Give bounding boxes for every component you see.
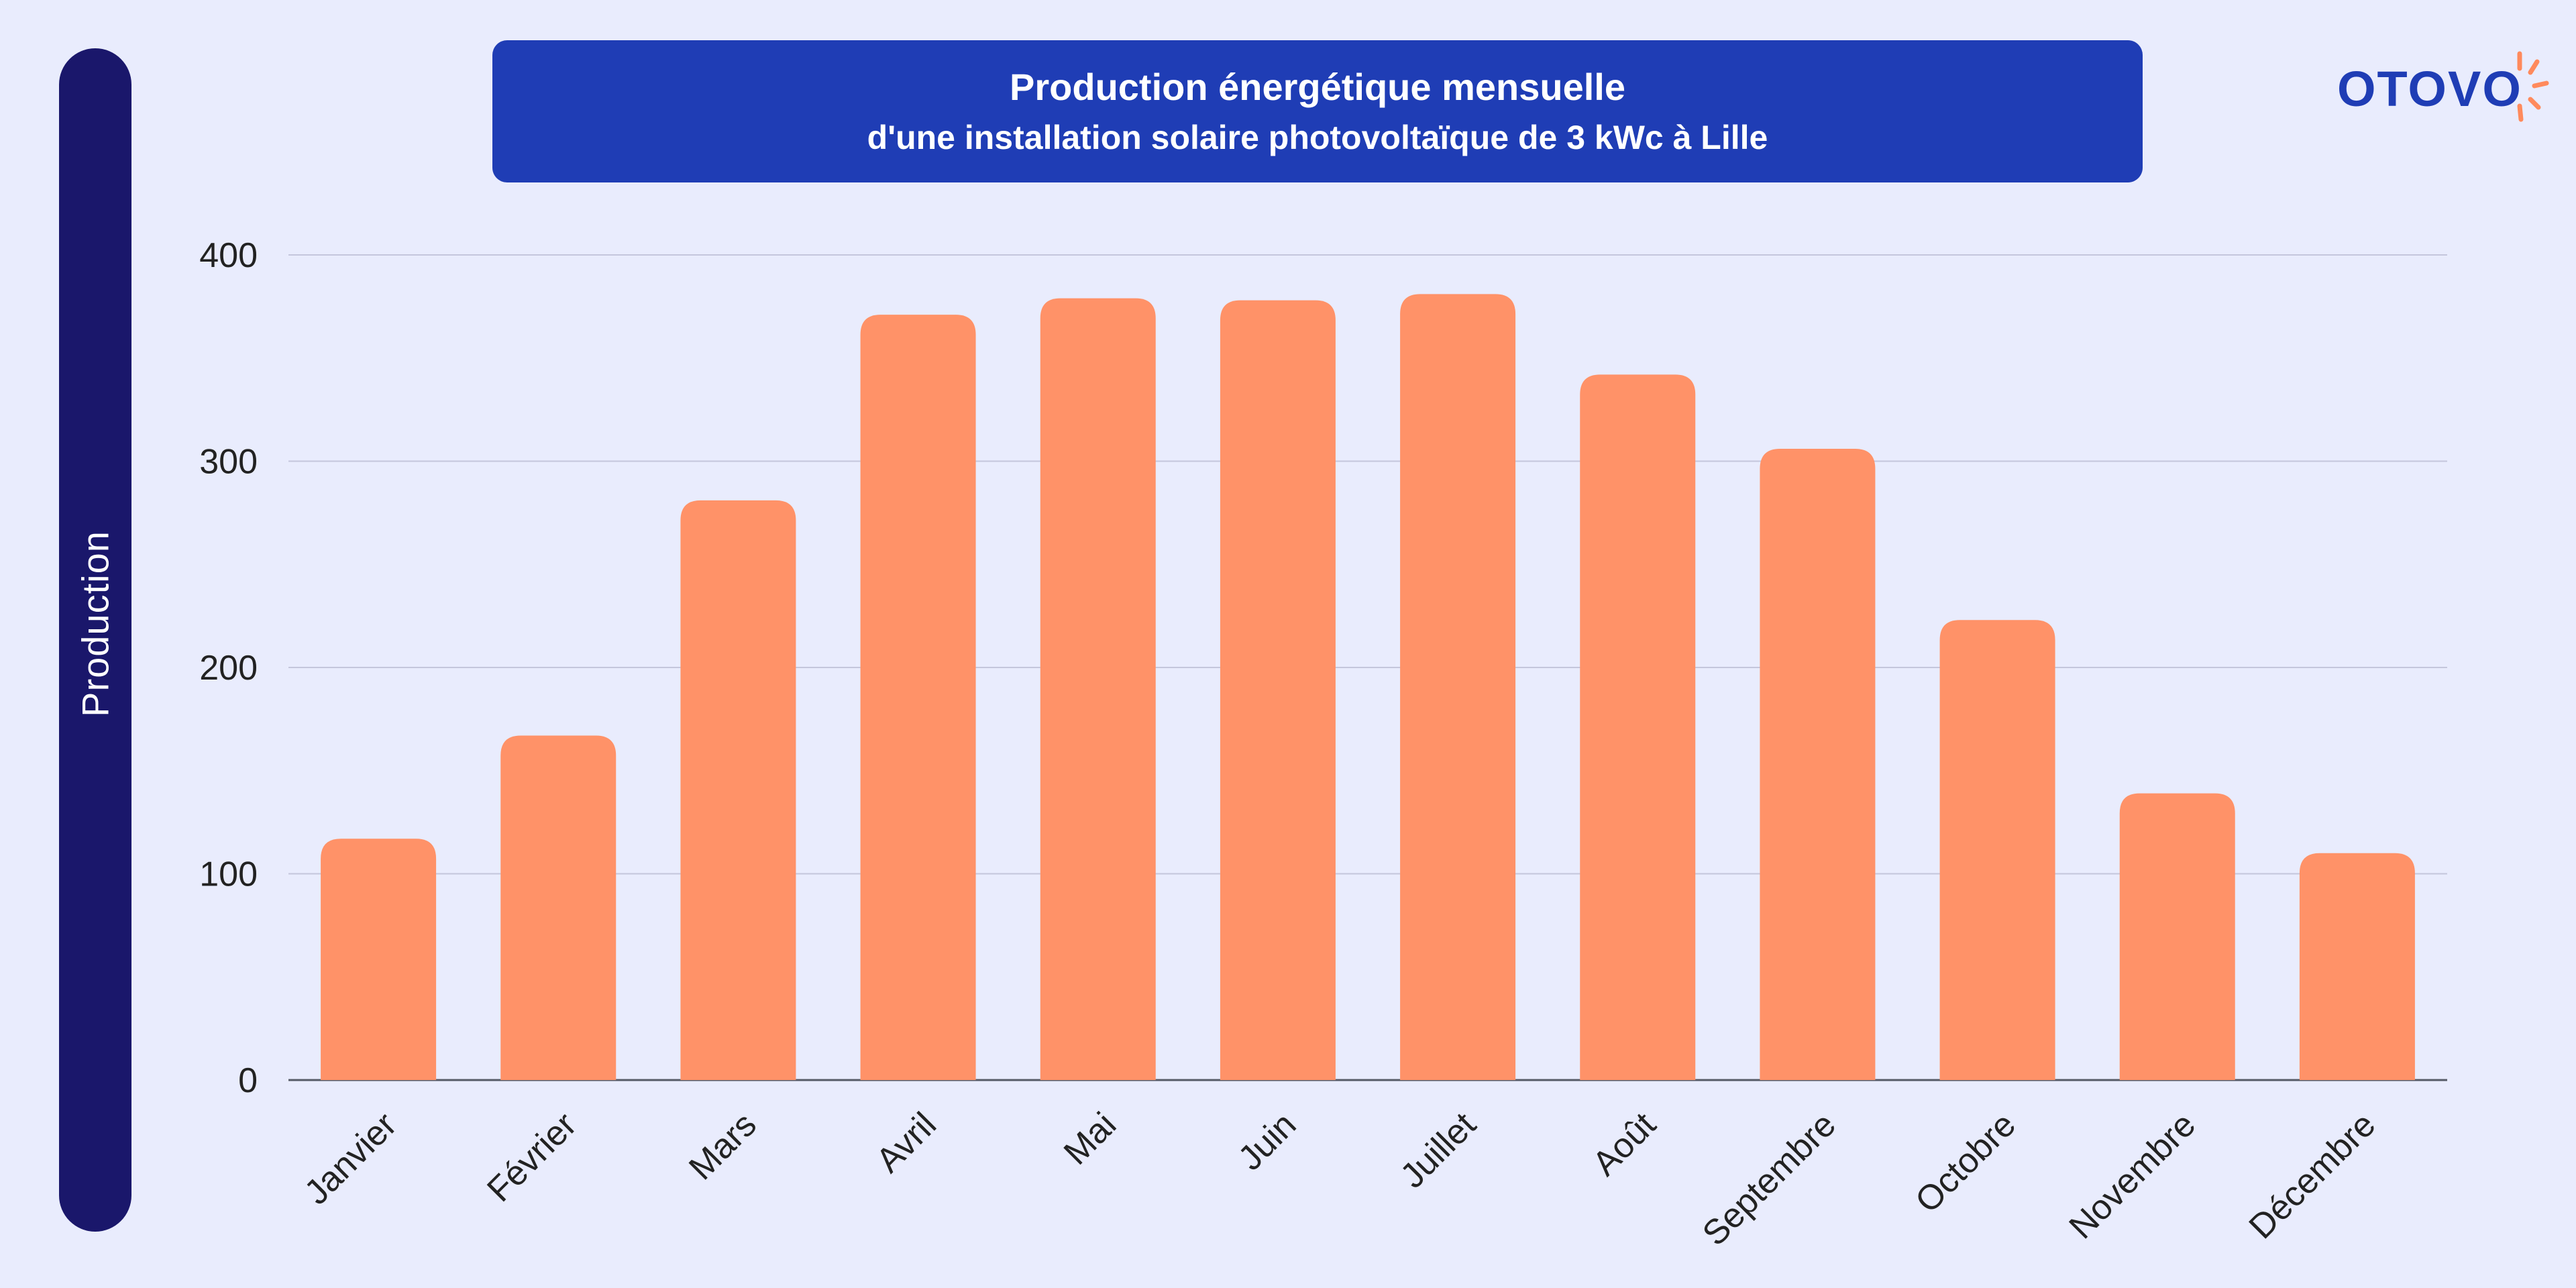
x-tick-label: Septembre [1695, 1105, 1843, 1253]
bar-janvier [321, 839, 437, 1080]
y-tick-label: 100 [199, 855, 258, 894]
bar-juillet [1400, 294, 1516, 1080]
logo-text: OTOVO [2337, 61, 2522, 117]
y-tick-label: 200 [199, 649, 258, 688]
bar-juin [1220, 300, 1336, 1080]
x-tick-label: Décembre [2242, 1105, 2383, 1246]
chart-title-box: Production énergétique mensuelle d'une i… [492, 40, 2143, 182]
x-tick-label: Novembre [2062, 1105, 2204, 1246]
x-tick-label: Juin [1231, 1105, 1303, 1177]
y-tick-label: 0 [238, 1061, 258, 1100]
x-tick-label: Mars [682, 1105, 764, 1187]
otovo-logo: OTOVO [2337, 44, 2559, 131]
bar-novembre [2119, 793, 2235, 1080]
bar-octobre [1939, 620, 2055, 1080]
x-tick-label: Juillet [1393, 1105, 1484, 1195]
bar-août [1580, 374, 1696, 1080]
x-tick-label: Août [1585, 1105, 1664, 1183]
y-tick-label: 300 [199, 443, 258, 482]
x-tick-label: Avril [869, 1105, 944, 1180]
bar-avril [860, 315, 976, 1080]
bar-mars [680, 500, 796, 1080]
x-tick-label: Mai [1057, 1105, 1124, 1172]
bar-février [500, 735, 616, 1080]
bar-septembre [1760, 449, 1876, 1080]
x-tick-label: Janvier [297, 1105, 405, 1212]
sun-rays-icon [2517, 51, 2549, 122]
x-tick-label: Octobre [1908, 1105, 2023, 1220]
chart-title-line2: d'une installation solaire photovoltaïqu… [867, 119, 1768, 156]
bar-décembre [2299, 853, 2415, 1080]
y-tick-label: 400 [199, 236, 258, 275]
x-tick-label: Février [480, 1105, 584, 1209]
y-axis-band [59, 48, 131, 1232]
bar-mai [1040, 298, 1156, 1081]
chart-title-line1: Production énergétique mensuelle [1010, 66, 1625, 108]
